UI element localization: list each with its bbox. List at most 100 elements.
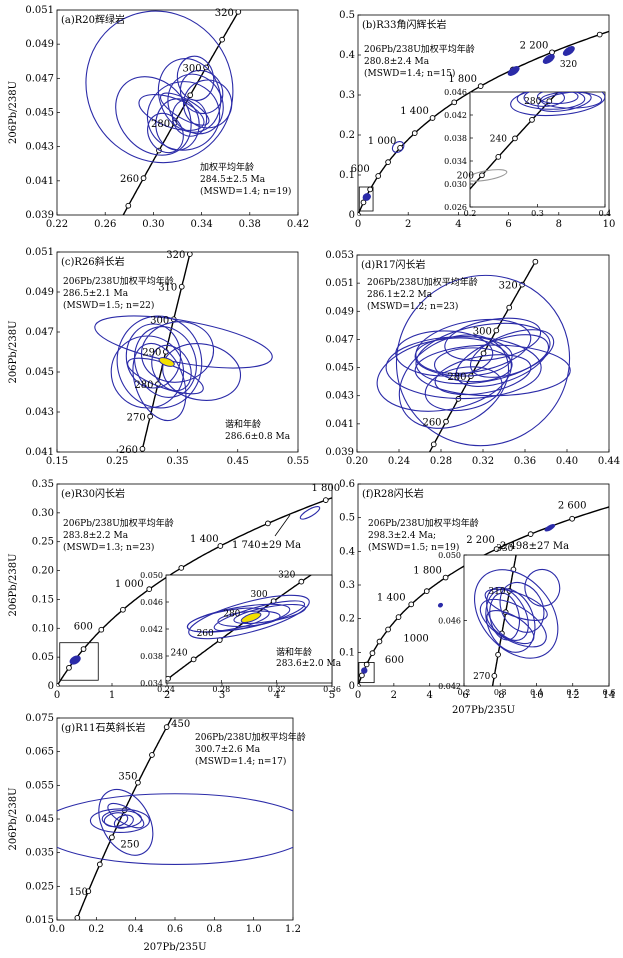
panel-b-age-label: 2 200 [520, 40, 549, 51]
panel-g-concordia-point [135, 779, 141, 786]
panel-e-concordia-point [57, 683, 60, 686]
panel-b-concordia-point [451, 99, 458, 106]
panel-d-age-label: 300 [473, 326, 492, 337]
panel-e-inset-annotation: 283.6±2.0 Ma [276, 659, 342, 669]
panel-f-ytick-label: 0.6 [339, 479, 355, 490]
error-ellipse [562, 46, 575, 56]
panel-e-inset-age-label: 280 [223, 610, 240, 620]
panel-f-xtick-label: 8 [498, 690, 504, 701]
panel-e-ylabel: 206Pb/238U [8, 553, 19, 616]
panel-a-concordia-point [140, 175, 147, 182]
panel-b-inset-concordia-point [601, 43, 606, 48]
error-ellipse [499, 581, 545, 633]
panel-g-xtick-label: 0.2 [88, 924, 104, 935]
panel-f-xtick-label: 4 [427, 690, 433, 701]
panel-a-age-label: 260 [120, 174, 139, 185]
panel-b-inset-bg [470, 92, 605, 207]
panel-e-inset: 0.24 0.28 0.32 0.36 0.034 0.038 0.042 0.046 0.05… [140, 560, 342, 694]
panel-g-xtick-label: 0.6 [167, 924, 183, 935]
panel-c-annotation: 286.5±2.1 Ma [63, 289, 129, 299]
panel-a-ytick-label: 0.049 [25, 39, 54, 50]
panel-c-age-label: 320 [166, 250, 185, 261]
panel-a-xtick-label: 0.22 [46, 219, 68, 230]
panel-f-concordia-point [423, 588, 430, 595]
panel-c-age-label: 260 [119, 445, 138, 456]
panel-c-concordia-point [139, 446, 146, 452]
panel-d-xtick-label: 0.44 [598, 456, 620, 467]
panel-d-age-label: 320 [499, 281, 518, 292]
panel-b-inset-age-label: 200 [457, 171, 474, 181]
error-ellipse [470, 169, 508, 182]
panel-b-concordia-point [477, 83, 484, 90]
error-ellipse [437, 602, 444, 608]
panel-e-inset-concordia-point [327, 560, 332, 565]
panel-b-ytick-label: 0.1 [339, 170, 355, 181]
panel-b-concordia-point [385, 159, 391, 165]
panel-a-xtick-label: 0.30 [142, 219, 164, 230]
panel-a-concordia-point [219, 36, 225, 43]
panel-f-xtick-label: 0 [355, 690, 361, 701]
error-ellipse [110, 335, 185, 409]
panel-f-concordia-point [395, 614, 402, 620]
error-ellipse [217, 610, 281, 628]
panel-e-title: (e)R30闪长岩 [61, 487, 125, 500]
error-ellipse [233, 603, 307, 625]
panel-b-ytick-label: 0 [349, 210, 355, 221]
panel-e-inset-concordia-point [190, 656, 197, 663]
error-ellipse [414, 336, 513, 377]
panel-c-age-label: 280 [134, 380, 153, 391]
panel-a-concordia-point [235, 10, 242, 15]
panel-a-ytick-label: 0.047 [25, 73, 54, 84]
panel-b-plot-area [358, 30, 609, 215]
panel-f-xtick-label: 14 [603, 690, 616, 701]
panel-g-concordia-curve [75, 718, 173, 920]
panel-b-inset-ytick-label: 0.034 [444, 157, 467, 166]
panel-e-inset-age-label: 240 [170, 648, 187, 658]
panel-c-annotation-2: 286.6±0.8 Ma [225, 432, 291, 442]
panel-g-ytick-label: 0.035 [25, 848, 54, 859]
panel-g-age-label: 450 [171, 719, 190, 730]
panel-a-xtick-label: 0.34 [190, 219, 212, 230]
panel-b-xtick-label: 0 [355, 219, 361, 230]
error-ellipse [134, 326, 197, 398]
panel-b-inset-ytick-label: 0.038 [444, 134, 467, 143]
error-ellipse [479, 598, 547, 648]
panel-g-concordia-point [96, 861, 103, 868]
panel-e-concordia-point [265, 520, 271, 527]
panel-d-concordia-point [532, 258, 539, 265]
error-ellipse [524, 568, 561, 607]
panel-e-inset-ytick-label: 0.038 [140, 652, 163, 661]
panel-e: 0 1 2 3 4 5 0 0.05 0.10 0.15 0.20 0.25 0.30 0.35 (e)R3… [8, 479, 342, 701]
panel-f-inset-age-label: 330 [496, 544, 513, 554]
panel-g-ytick-label: 0.025 [25, 881, 54, 892]
panel-d-xtick-label: 0.24 [388, 456, 410, 467]
error-ellipse [544, 524, 556, 532]
panel-b-ytick-label: 0.4 [339, 50, 355, 61]
panel-d-annotation: 206Pb/238U加权平均年龄 [367, 276, 478, 288]
panel-d-concordia-curve [428, 261, 537, 452]
panel-e-inset-xtick-label: 0.28 [212, 685, 230, 694]
panel-b-inset-xtick-label: 0.3 [531, 209, 544, 218]
error-ellipse [162, 343, 242, 401]
panel-f-concordia-point [385, 626, 391, 633]
panel-d-annotation: (MSWD=1.2; n=23) [367, 301, 458, 312]
panel-c-age-label: 310 [158, 283, 177, 294]
panel-a-xtick-label: 0.26 [94, 219, 116, 230]
error-ellipse [132, 342, 187, 422]
panel-e-inset-annotation: 谐和年龄 [276, 646, 312, 658]
panel-a-annotation: (MSWD=1.4; n=19) [200, 186, 291, 197]
panel-c-age-label: 270 [127, 413, 146, 424]
panel-b-ytick-label: 0.2 [339, 130, 355, 141]
panel-g-title: (g)R11石英斜长岩 [61, 721, 145, 734]
panel-g-plot-area [57, 718, 293, 920]
error-ellipse [391, 140, 405, 154]
panel-d-annotation: 286.1±2.2 Ma [367, 290, 433, 300]
panel-f-concordia-point [493, 546, 500, 552]
error-ellipse [507, 66, 520, 76]
error-ellipse [510, 92, 605, 117]
panel-b-concordia-point [429, 115, 436, 121]
panel-g-xlabel: 207Pb/235U [143, 942, 206, 953]
panel-a-ylabel: 206Pb/238U [8, 81, 19, 144]
panel-e-inset-xtick-label: 0.36 [323, 685, 341, 694]
panel-b-age-label: 1 400 [400, 106, 429, 117]
